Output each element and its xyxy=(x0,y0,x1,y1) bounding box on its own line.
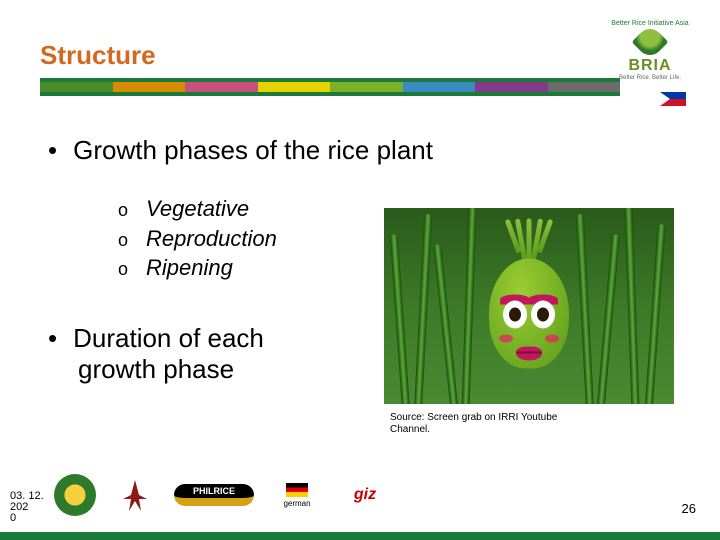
bria-logo: Better Rice Initiative Asia BRIA Better … xyxy=(610,20,690,90)
german-flag-icon xyxy=(286,483,308,497)
header-color-bar xyxy=(40,78,620,96)
page-number: 26 xyxy=(682,501,696,516)
atl-logo-icon xyxy=(114,474,156,516)
image-source-caption: Source: Screen grab on IRRI Youtube Chan… xyxy=(390,412,600,436)
bullet-duration: Duration of each growth phase xyxy=(48,323,368,385)
philippines-flag-icon xyxy=(660,92,686,106)
logo-brand: BRIA xyxy=(628,57,671,75)
bullet-growth-phases: Growth phases of the rice plant xyxy=(48,135,680,166)
bottom-green-bar xyxy=(0,532,720,540)
leaf-icon xyxy=(632,24,669,61)
logo-subtext: Better Rice. Better Life. xyxy=(619,75,681,81)
philrice-logo: PHILRICE xyxy=(174,484,254,506)
slide-title: Structure xyxy=(40,40,156,71)
footer-logos: PHILRICE german giz xyxy=(54,474,390,516)
logo-top-text: Better Rice Initiative Asia xyxy=(611,20,688,27)
bullet2-line1: Duration of each xyxy=(73,323,264,353)
german-coop-logo: german xyxy=(272,474,322,516)
footer-date: 03. 12. 2020 xyxy=(10,491,60,524)
bullet2-line2: growth phase xyxy=(78,354,234,384)
rice-character-image xyxy=(384,208,674,404)
giz-logo: giz xyxy=(340,474,390,516)
da-logo-icon xyxy=(54,474,96,516)
